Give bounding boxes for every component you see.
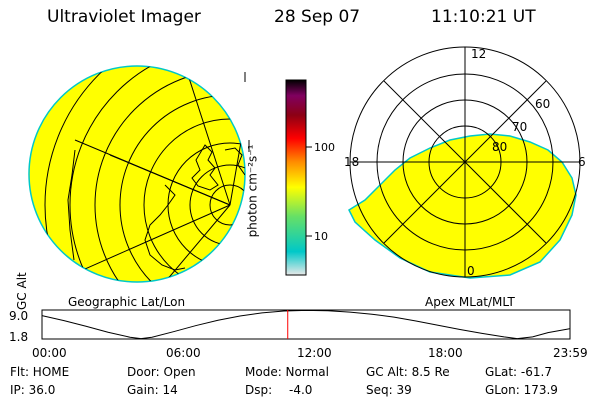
glon-status: GLon: 173.9 <box>485 383 558 397</box>
time-label: 11:10:21 UT <box>431 7 536 27</box>
alt-tick-9: 9.0 <box>9 309 29 323</box>
flight-status: Flt: HOME <box>10 365 70 379</box>
apex-label: Apex MLat/MLT <box>425 295 515 309</box>
ip-status: IP: 36.0 <box>10 383 56 397</box>
mlt-label-18: 18 <box>344 155 360 169</box>
imager-title: Ultraviolet Imager <box>47 7 201 27</box>
mlt-label-0: 0 <box>467 264 475 278</box>
geographic-label: Geographic Lat/Lon <box>68 295 186 309</box>
time-tick-0000: 00:00 <box>32 346 67 360</box>
mlat-label-70: 70 <box>512 120 528 134</box>
gain-status: Gain: 14 <box>127 383 178 397</box>
alt-tick-1-8: 1.8 <box>9 330 29 344</box>
altitude-curve <box>41 309 570 340</box>
seq-status: Seq: 39 <box>366 383 412 397</box>
date-label: 28 Sep 07 <box>274 7 361 27</box>
mlt-label-6: 6 <box>578 155 586 169</box>
altitude-ylabel: GC Alt <box>15 272 29 310</box>
time-tick-1800: 18:00 <box>428 346 463 360</box>
mlat-label-60: 60 <box>535 97 551 111</box>
colorbar-tick-100: 100 <box>314 141 335 154</box>
time-tick-0600: 06:00 <box>166 346 201 360</box>
mode-status: Mode: Normal <box>245 365 329 379</box>
time-tick-1200: 12:00 <box>297 346 332 360</box>
glat-status: GLat: -61.7 <box>485 365 552 379</box>
dsp-status: Dsp: <box>245 383 273 397</box>
door-status: Door: Open <box>127 365 196 379</box>
dsp-value: -4.0 <box>289 383 313 397</box>
mlt-label-12: 12 <box>471 47 487 61</box>
gc-alt-status: GC Alt: 8.5 Re <box>366 365 450 379</box>
time-tick-2359: 23:59 <box>553 346 588 360</box>
colorbar-tick-10: 10 <box>314 230 328 243</box>
mlat-label-80: 80 <box>492 140 508 154</box>
